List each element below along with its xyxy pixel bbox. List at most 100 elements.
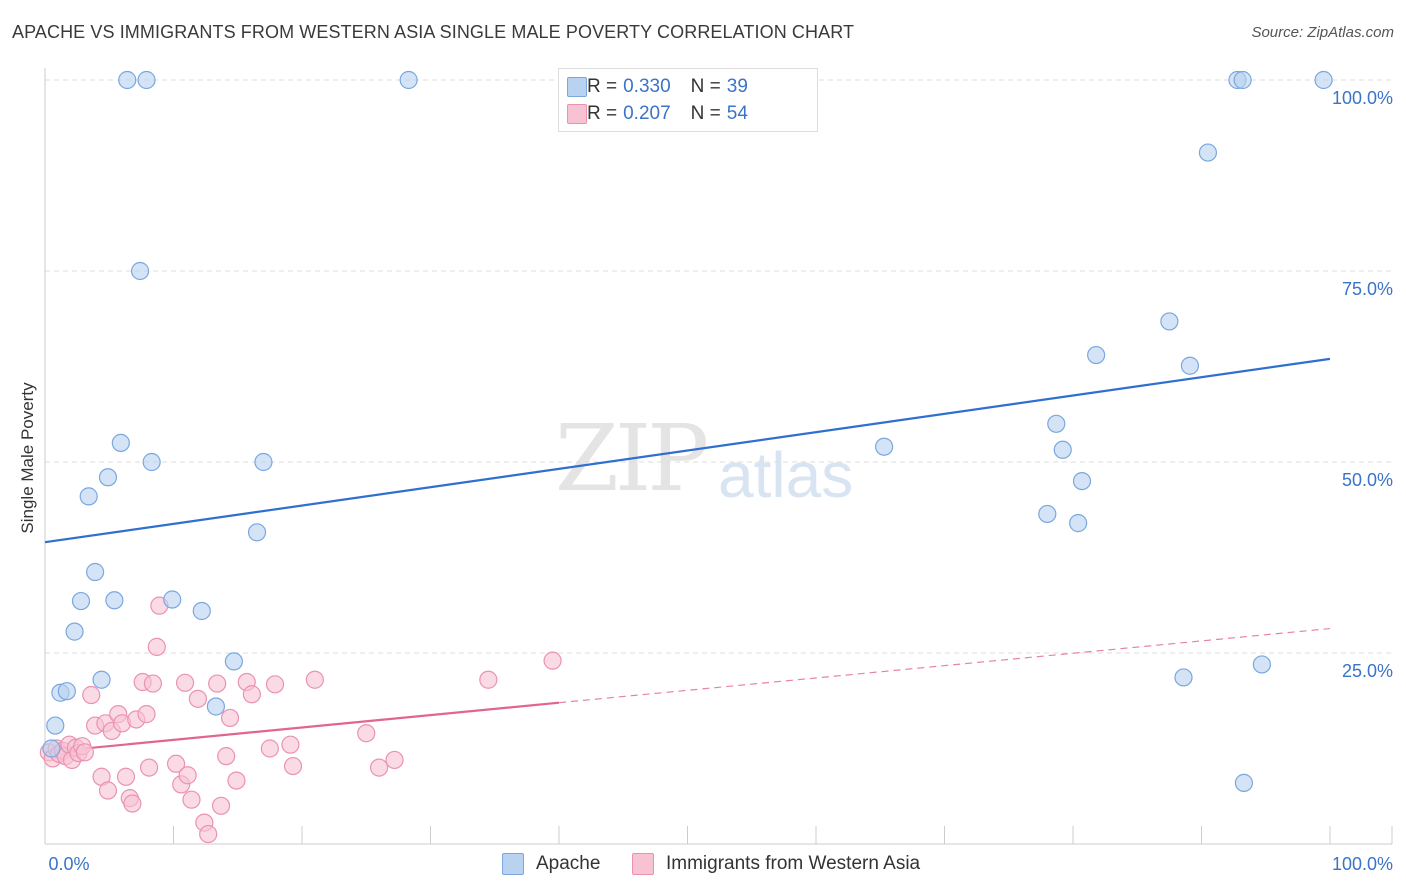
apache-point bbox=[1087, 345, 1106, 365]
r-label: R = bbox=[587, 76, 618, 97]
western-asia-point bbox=[82, 685, 101, 705]
western-asia-point bbox=[260, 739, 279, 758]
apache-point bbox=[1047, 414, 1066, 433]
apache-point bbox=[142, 452, 161, 472]
y-tick-label: 75.0% bbox=[1342, 279, 1393, 299]
apache-legend-swatch bbox=[502, 853, 524, 875]
apache-point bbox=[42, 739, 61, 758]
y-tick-label: 50.0% bbox=[1342, 470, 1393, 490]
western-asia-legend-swatch bbox=[632, 853, 654, 875]
apache-point bbox=[71, 591, 91, 611]
apache-point bbox=[1233, 70, 1252, 90]
western-asia-point bbox=[116, 767, 136, 786]
western-asia-point bbox=[220, 708, 240, 728]
axes bbox=[44, 68, 1393, 845]
r-value: 0.330 bbox=[623, 76, 671, 97]
western-asia-point bbox=[123, 794, 142, 813]
x-tick-label: 100.0% bbox=[1332, 854, 1393, 874]
legend-item-apache: Apache bbox=[502, 852, 600, 876]
western-asia-point bbox=[139, 758, 159, 777]
trend-lines bbox=[44, 357, 1331, 754]
n-value: 54 bbox=[726, 103, 748, 124]
apache-point bbox=[206, 697, 226, 716]
western-asia-point bbox=[370, 758, 389, 777]
apache-point bbox=[57, 682, 76, 701]
western-asia-legend-label: Immigrants from Western Asia bbox=[666, 853, 921, 874]
chart-title: APACHE VS IMMIGRANTS FROM WESTERN ASIA S… bbox=[12, 22, 855, 42]
western-asia-point bbox=[357, 724, 376, 743]
apache-point bbox=[875, 437, 894, 456]
legend-row-western-asia: R = 0.207 N = 54 bbox=[567, 102, 748, 126]
apache-point bbox=[86, 562, 105, 582]
apache-point bbox=[92, 670, 111, 689]
western-asia-point bbox=[305, 670, 324, 689]
apache-point bbox=[46, 716, 65, 735]
western-asia-point bbox=[242, 685, 261, 704]
western-asia-point bbox=[385, 750, 404, 770]
x-tick-label: 0.0% bbox=[48, 854, 89, 874]
n-value: 39 bbox=[726, 76, 748, 97]
apache-point bbox=[79, 487, 98, 506]
western-asia-point bbox=[166, 754, 186, 773]
apache-point bbox=[65, 622, 84, 641]
apache-legend-label: Apache bbox=[536, 853, 601, 874]
western-asia-point bbox=[147, 637, 166, 656]
western-asia-point bbox=[188, 689, 208, 708]
apache-point bbox=[130, 261, 150, 281]
apache-point bbox=[111, 433, 130, 452]
apache-point bbox=[247, 523, 267, 542]
n-label: N = bbox=[690, 103, 721, 124]
data-points bbox=[39, 70, 1333, 844]
apache-point bbox=[254, 452, 273, 472]
western-asia-point bbox=[98, 781, 118, 800]
apache-point bbox=[1234, 773, 1254, 792]
western-asia-trend-line bbox=[44, 701, 560, 754]
western-asia-point bbox=[75, 743, 94, 762]
apache-point bbox=[1180, 356, 1200, 375]
n-label: N = bbox=[690, 76, 721, 97]
apache-point bbox=[1174, 668, 1193, 687]
apache-point bbox=[1198, 143, 1218, 162]
western-asia-point bbox=[543, 651, 562, 670]
apache-point bbox=[98, 468, 118, 487]
western-asia-point bbox=[281, 735, 300, 754]
apache-trend-line bbox=[44, 357, 1331, 544]
r-value: 0.207 bbox=[623, 103, 671, 124]
apache-point bbox=[163, 590, 182, 609]
western-asia-point bbox=[199, 824, 218, 844]
y-axis-label: Single Male Poverty bbox=[18, 382, 37, 534]
western-asia-point bbox=[211, 796, 231, 815]
western-asia-point bbox=[182, 790, 201, 809]
apache-point bbox=[1072, 472, 1092, 491]
legend-row-apache: R = 0.330 N = 39 bbox=[567, 75, 748, 99]
apache-swatch bbox=[567, 77, 587, 97]
apache-point bbox=[1069, 514, 1088, 533]
western-asia-swatch bbox=[567, 104, 587, 124]
apache-point bbox=[192, 601, 211, 621]
apache-point bbox=[399, 70, 418, 90]
western-asia-point bbox=[283, 756, 303, 776]
y-tick-label: 25.0% bbox=[1342, 661, 1393, 681]
western-asia-point bbox=[227, 771, 246, 790]
western-asia-point bbox=[208, 674, 227, 693]
western-asia-point bbox=[217, 747, 236, 766]
r-label: R = bbox=[587, 103, 618, 124]
western-asia-point bbox=[137, 705, 156, 724]
apache-point bbox=[1038, 504, 1057, 524]
apache-point bbox=[1053, 440, 1072, 459]
y-tick-label: 100.0% bbox=[1332, 88, 1393, 108]
source-label: Source: ZipAtlas.com bbox=[1251, 24, 1394, 41]
apache-point bbox=[137, 70, 156, 90]
tick-labels: 25.0% 50.0% 75.0% 100.0% 0.0% 100.0% bbox=[48, 88, 1393, 874]
western-asia-point bbox=[479, 670, 498, 689]
apache-point bbox=[1160, 312, 1179, 331]
apache-point bbox=[105, 591, 124, 610]
apache-point bbox=[1314, 70, 1333, 90]
western-asia-point bbox=[178, 766, 197, 785]
legend-item-western-asia: Immigrants from Western Asia bbox=[632, 852, 920, 876]
western-asia-point bbox=[175, 673, 195, 692]
apache-point bbox=[118, 70, 137, 90]
western-asia-trend-extension bbox=[558, 627, 1331, 704]
western-asia-point bbox=[265, 675, 285, 694]
